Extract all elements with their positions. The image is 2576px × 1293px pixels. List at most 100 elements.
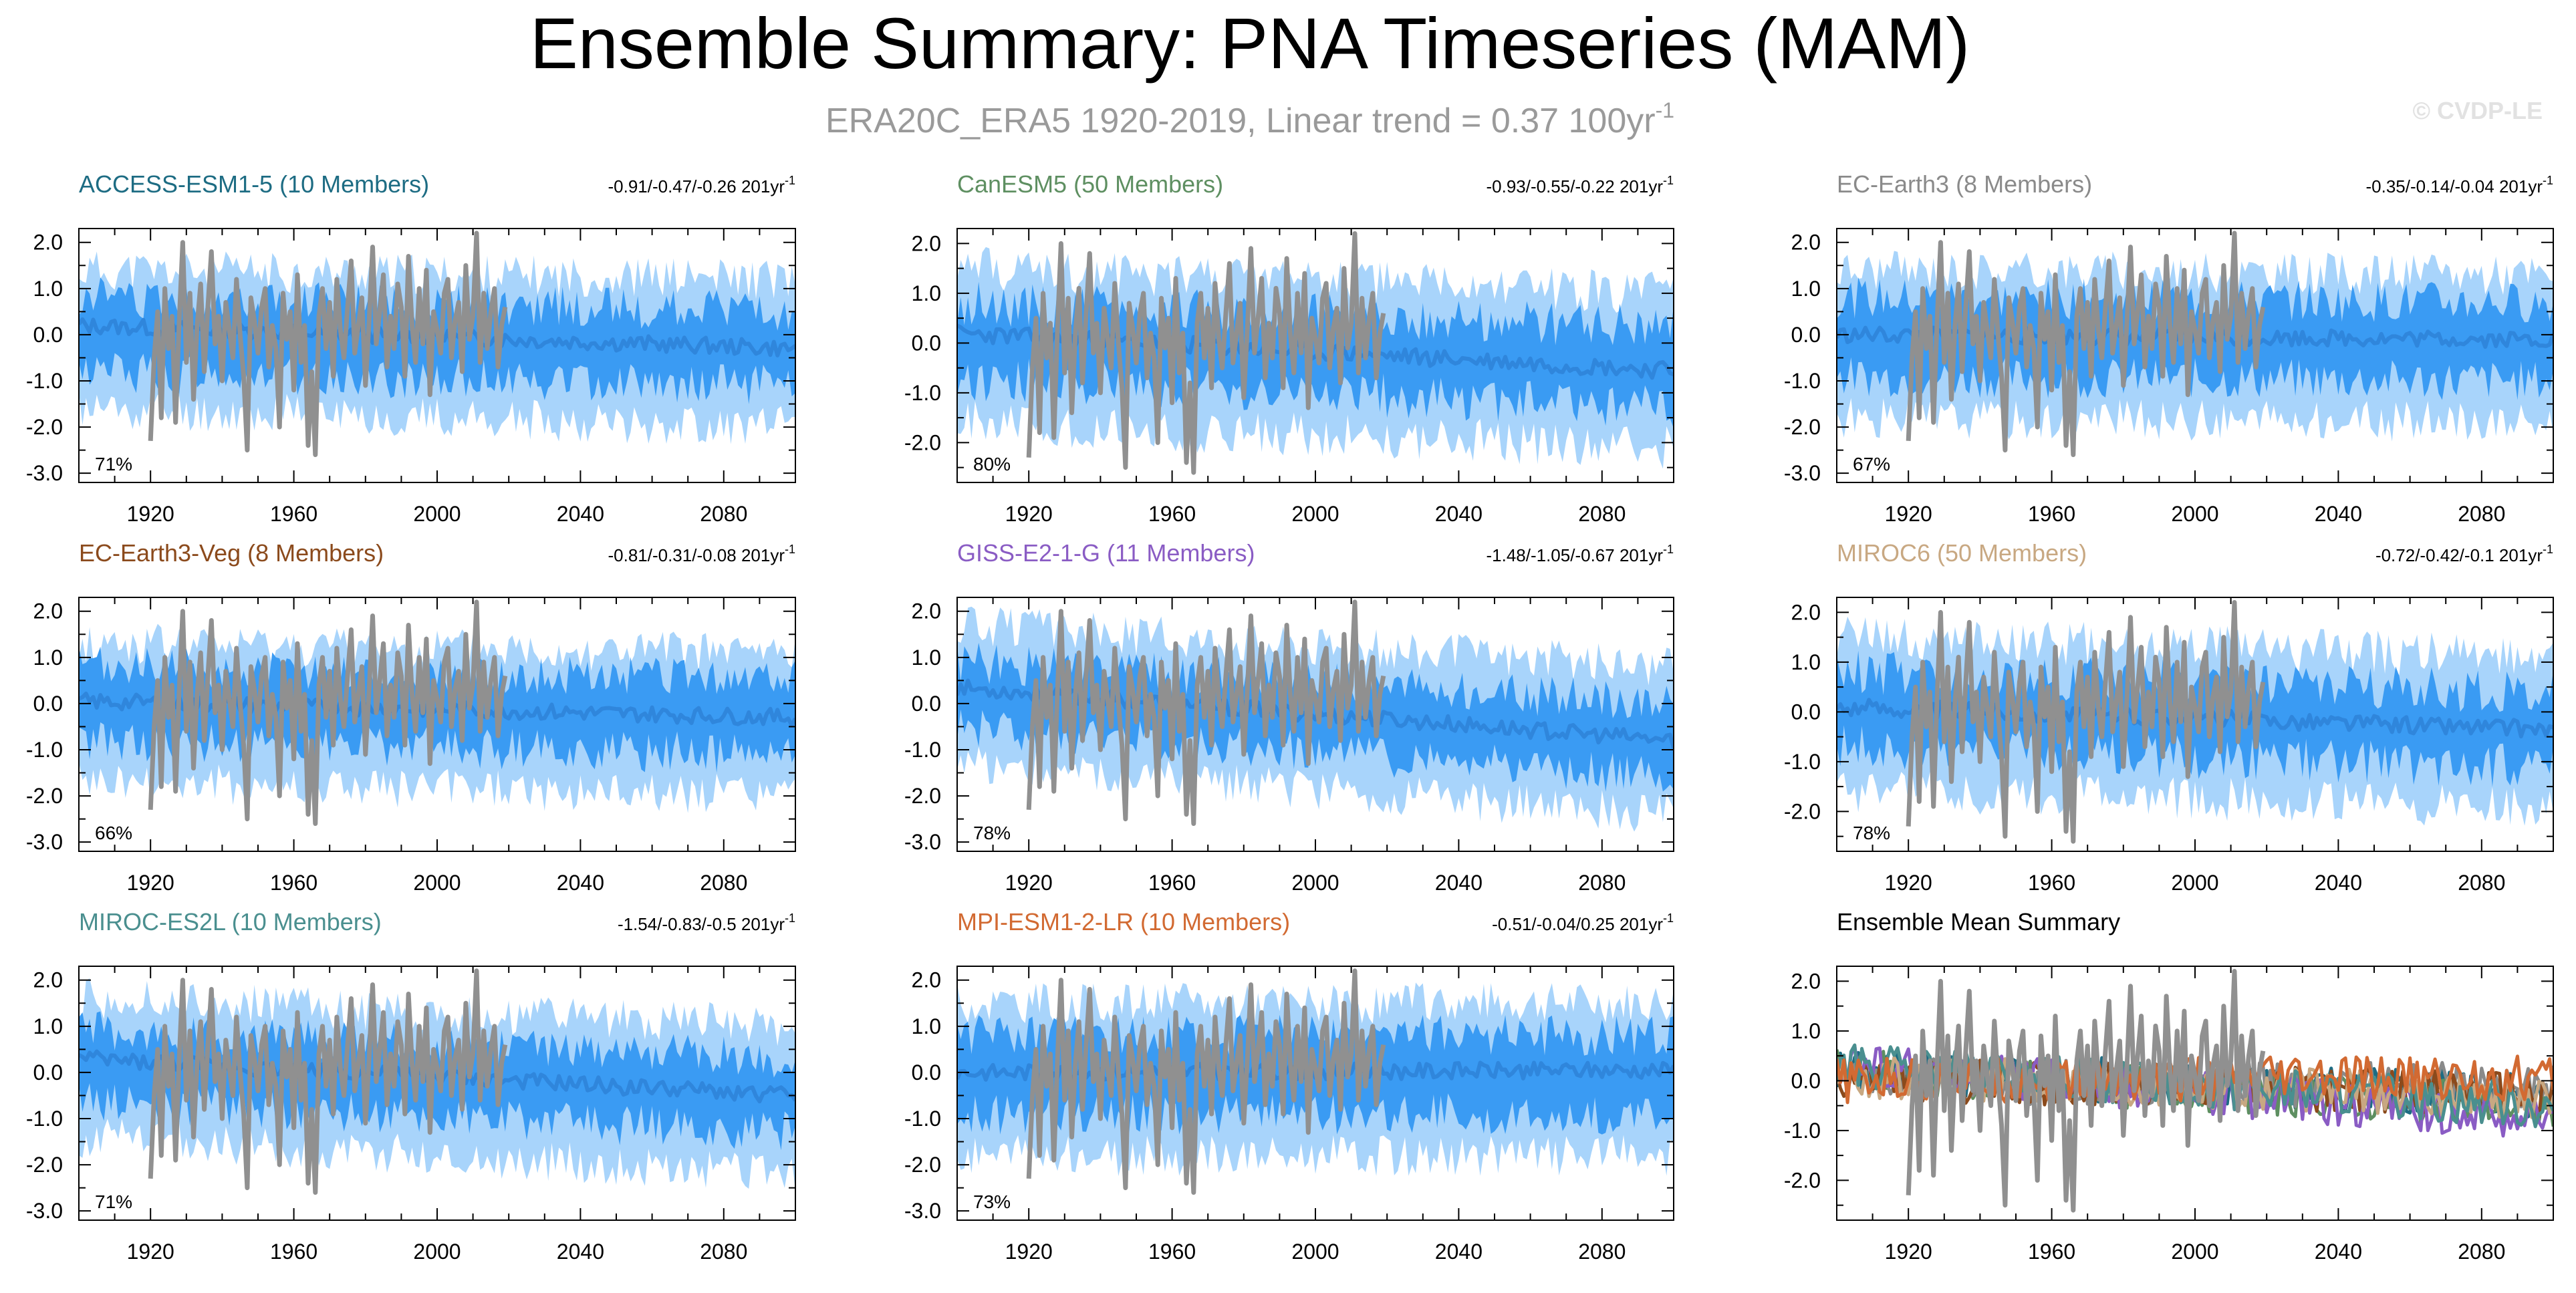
- x-tick-label: 1920: [1885, 502, 1932, 526]
- y-tick-label: -1.0: [904, 381, 941, 405]
- y-tick-label: 2.0: [33, 968, 63, 992]
- x-tick-label: 2000: [2171, 1240, 2218, 1264]
- y-tick-label: 2.0: [33, 599, 63, 623]
- y-tick-label: 2.0: [1791, 969, 1821, 993]
- y-tick-label: 1.0: [912, 281, 941, 305]
- trend-value: -0.81/-0.31/-0.08 201yr: [608, 545, 785, 565]
- trend-exponent: -1: [785, 543, 795, 556]
- y-tick-label: -3.0: [904, 1199, 941, 1223]
- plot-area: [957, 231, 1674, 475]
- observations-line: [148, 968, 508, 1195]
- x-tick-label: 2000: [413, 502, 461, 526]
- panel-3: 1920 1960 2000 2040 2080 -3.0 -2.0 -1.0 0.0 1.0 2.…: [1784, 170, 2554, 526]
- panel-trend: -0.91/-0.47/-0.26 201yr-1: [608, 174, 795, 196]
- x-tick-label: 1960: [1148, 1240, 1196, 1264]
- y-tick-label: -2.0: [904, 430, 941, 454]
- x-tick-label: 1920: [127, 502, 174, 526]
- y-tick-label: 0.0: [33, 1060, 63, 1085]
- y-tick-label: 1.0: [33, 277, 63, 301]
- y-tick-label: 2.0: [33, 231, 63, 255]
- y-tick-label: 1.0: [33, 1014, 63, 1038]
- y-tick-label: -1.0: [904, 1107, 941, 1131]
- observations-line: [1026, 231, 1386, 475]
- plot-area: [79, 599, 795, 826]
- x-tick-label: 1920: [1005, 502, 1053, 526]
- panel-trend: -1.48/-1.05/-0.67 201yr-1: [1486, 543, 1674, 565]
- y-tick-label: -1.0: [1784, 369, 1821, 393]
- trend-value: -0.72/-0.42/-0.1 201yr: [2375, 545, 2543, 565]
- y-tick-label: 0.0: [33, 692, 63, 716]
- x-tick-label: 1920: [1005, 1240, 1053, 1264]
- y-tick-label: -2.0: [26, 415, 63, 439]
- y-tick-label: 0.0: [1791, 1068, 1821, 1093]
- percent-label: 71%: [95, 1191, 132, 1212]
- panel-6: 1920 1960 2000 2040 2080 -2.0 -1.0 0.0 1.0 2.0 MIR…: [1784, 539, 2554, 895]
- observations-line: [148, 231, 508, 457]
- y-tick-label: -1.0: [26, 369, 63, 393]
- y-tick-label: -1.0: [1784, 750, 1821, 774]
- trend-value: -1.54/-0.83/-0.5 201yr: [618, 914, 785, 934]
- panel-2: 1920 1960 2000 2040 2080 -2.0 -1.0 0.0 1.0 2.0 Can…: [904, 170, 1674, 526]
- y-tick-label: -3.0: [1784, 461, 1821, 485]
- y-tick-label: -2.0: [904, 1153, 941, 1177]
- trend-exponent: -1: [785, 911, 795, 925]
- x-tick-label: 2000: [1291, 871, 1339, 895]
- x-tick-label: 1920: [1885, 1240, 1932, 1264]
- x-tick-label: 1960: [2028, 1240, 2075, 1264]
- y-tick-label: 2.0: [1791, 600, 1821, 624]
- y-tick-label: -2.0: [1784, 1168, 1821, 1192]
- x-tick-label: 2000: [413, 1240, 461, 1264]
- percent-label: 67%: [1853, 454, 1890, 474]
- x-tick-label: 1960: [1148, 502, 1196, 526]
- trend-value: -1.48/-1.05/-0.67 201yr: [1486, 545, 1663, 565]
- x-tick-label: 2000: [1291, 1240, 1339, 1264]
- y-tick-label: 0.0: [912, 692, 941, 716]
- y-tick-label: 0.0: [33, 323, 63, 347]
- y-tick-label: 1.0: [1791, 277, 1821, 301]
- trend-exponent: -1: [2543, 543, 2553, 556]
- panel-4: 1920 1960 2000 2040 2080 -3.0 -2.0 -1.0 0.0 1.0 2.…: [26, 539, 796, 895]
- y-tick-label: 2.0: [1791, 231, 1821, 255]
- panel-grid: 1920 1960 2000 2040 2080 -3.0 -2.0 -1.0 0.0 1.0 2.…: [26, 170, 2554, 1264]
- percent-label: 66%: [95, 823, 132, 843]
- panel-title: ACCESS-ESM1-5 (10 Members): [79, 170, 429, 198]
- x-tick-label: 2000: [413, 871, 461, 895]
- y-tick-label: -3.0: [26, 461, 63, 485]
- x-tick-label: 1960: [2028, 502, 2075, 526]
- y-tick-label: 2.0: [912, 968, 941, 992]
- x-tick-label: 1960: [270, 502, 317, 526]
- y-tick-label: -1.0: [26, 738, 63, 762]
- x-tick-label: 2040: [2315, 871, 2362, 895]
- trend-exponent: -1: [1663, 543, 1674, 556]
- percent-label: 80%: [973, 454, 1011, 474]
- panel-title: EC-Earth3-Veg (8 Members): [79, 539, 384, 567]
- x-tick-label: 2040: [557, 871, 604, 895]
- percent-label: 71%: [95, 454, 132, 474]
- trend-exponent: -1: [785, 174, 795, 187]
- panel-9: 1920 1960 2000 2040 2080 -2.0 -1.0 0.0 1.0 2.0 Ens…: [1784, 908, 2554, 1264]
- plot-area: [1837, 969, 2553, 1213]
- subtitle-text: ERA20C_ERA5 1920-2019, Linear trend = 0.…: [825, 102, 1656, 140]
- percent-label: 78%: [1853, 823, 1890, 843]
- x-tick-label: 2040: [1435, 871, 1483, 895]
- x-tick-label: 1920: [1005, 871, 1053, 895]
- y-tick-label: -1.0: [904, 738, 941, 762]
- panel-1: 1920 1960 2000 2040 2080 -3.0 -2.0 -1.0 0.0 1.0 2.…: [26, 170, 796, 526]
- y-tick-label: -2.0: [26, 1153, 63, 1177]
- x-tick-label: 2040: [557, 502, 604, 526]
- percent-label: 78%: [973, 823, 1011, 843]
- x-tick-label: 1920: [1885, 871, 1932, 895]
- plot-area: [957, 968, 1674, 1195]
- y-tick-label: 2.0: [912, 599, 941, 623]
- figure-title: Ensemble Summary: PNA Timeseries (MAM): [530, 3, 1970, 84]
- observations-line: [1906, 600, 2266, 844]
- panel-7: 1920 1960 2000 2040 2080 -3.0 -2.0 -1.0 0.0 1.0 2.…: [26, 908, 796, 1264]
- percent-label: 73%: [973, 1191, 1011, 1212]
- x-tick-label: 2080: [2458, 502, 2505, 526]
- y-tick-label: -2.0: [1784, 799, 1821, 823]
- panel-title: MIROC-ES2L (10 Members): [79, 908, 382, 936]
- y-tick-label: -2.0: [26, 784, 63, 808]
- y-tick-label: -3.0: [26, 830, 63, 854]
- panel-trend: -0.93/-0.55/-0.22 201yr-1: [1486, 174, 1674, 196]
- observations-line: [1026, 599, 1386, 826]
